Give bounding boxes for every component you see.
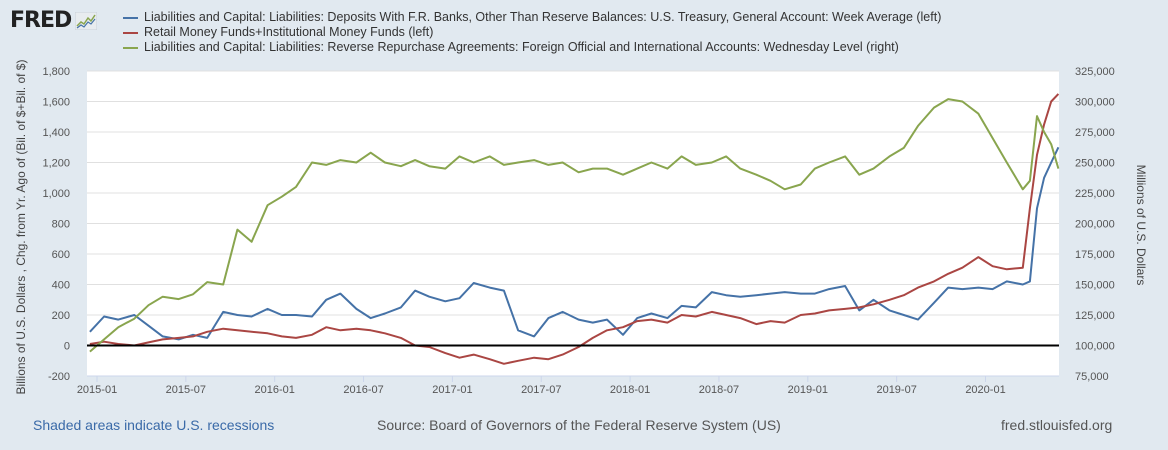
y-tick-label-left: 1,400 [42,127,70,139]
y-tick-label-left: 0 [64,341,70,353]
y-tick-label-left: 800 [52,219,70,231]
recession-note-link[interactable]: Shaded areas indicate U.S. recessions [33,417,275,433]
x-tick-label: 2016-01 [255,384,295,396]
legend-item[interactable]: Liabilities and Capital: Liabilities: Re… [123,40,941,55]
site-link[interactable]: fred.stlouisfed.org [1001,417,1113,433]
y-tick-label-left: 1,200 [42,158,70,170]
fred-logo[interactable]: FRED [10,8,98,33]
x-tick-label: 2019-01 [788,384,828,396]
y-tick-label-right: 75,000 [1075,371,1109,383]
fred-logo-text: FRED [10,8,72,33]
chart-legend: Liabilities and Capital: Liabilities: De… [123,10,941,55]
legend-label: Retail Money Funds+Institutional Money F… [144,25,434,39]
legend-swatch-blue [123,16,138,19]
x-tick-label: 2019-07 [876,384,916,396]
legend-label: Liabilities and Capital: Liabilities: De… [144,10,942,24]
y-tick-label-left: 600 [52,249,70,261]
y-tick-label-left: 200 [52,310,70,322]
y-tick-label-right: 150,000 [1075,280,1115,292]
legend-swatch-red [123,31,138,34]
legend-item[interactable]: Retail Money Funds+Institutional Money F… [123,25,941,40]
y-tick-label-right: 275,000 [1075,127,1115,139]
y-tick-label-right: 175,000 [1075,249,1115,261]
y-tick-label-right: 225,000 [1075,188,1115,200]
source-text: Source: Board of Governors of the Federa… [377,417,781,433]
y-tick-label-left: 1,000 [42,188,70,200]
series-lines [89,93,1060,365]
x-tick-label: 2020-01 [965,384,1005,396]
x-tick-label: 2015-07 [166,384,206,396]
y-tick-label-left: 400 [52,280,70,292]
x-tick-label: 2015-01 [77,384,117,396]
legend-swatch-green [123,46,138,49]
series-money-funds [89,93,1060,365]
y-axis-left-ticks: -200 0 200 400 600 800 1,000 1,200 1,400 1,600 1,8… [42,66,70,383]
x-tick-label: 2016-07 [343,384,383,396]
y-tick-label-right: 250,000 [1075,158,1115,170]
x-tick-label: 2017-01 [432,384,472,396]
x-tick-label: 2018-07 [699,384,739,396]
y-tick-label-right: 125,000 [1075,310,1115,322]
y-tick-label-right: 300,000 [1075,97,1115,109]
legend-item[interactable]: Liabilities and Capital: Liabilities: De… [123,10,941,25]
y-tick-label-left: -200 [48,371,70,383]
x-axis-ticks: 2015-01 2015-07 2016-01 2016-07 2017-01 2017-… [77,375,1059,396]
y-tick-label-right: 100,000 [1075,341,1115,353]
series-treasury-general-account [89,146,1060,341]
series-reverse-repo-foreign [89,98,1060,353]
y-tick-label-right: 325,000 [1075,66,1115,78]
x-tick-label: 2017-07 [521,384,561,396]
y-axis-right-ticks: 75,000 100,000 125,000 150,000 175,000 200,00… [1075,66,1115,383]
x-tick-label: 2018-01 [610,384,650,396]
y-tick-label-left: 1,600 [42,97,70,109]
legend-label: Liabilities and Capital: Liabilities: Re… [144,40,899,54]
line-chart-icon [75,11,98,30]
y-tick-label-left: 1,800 [42,66,70,78]
y-tick-label-right: 200,000 [1075,219,1115,231]
